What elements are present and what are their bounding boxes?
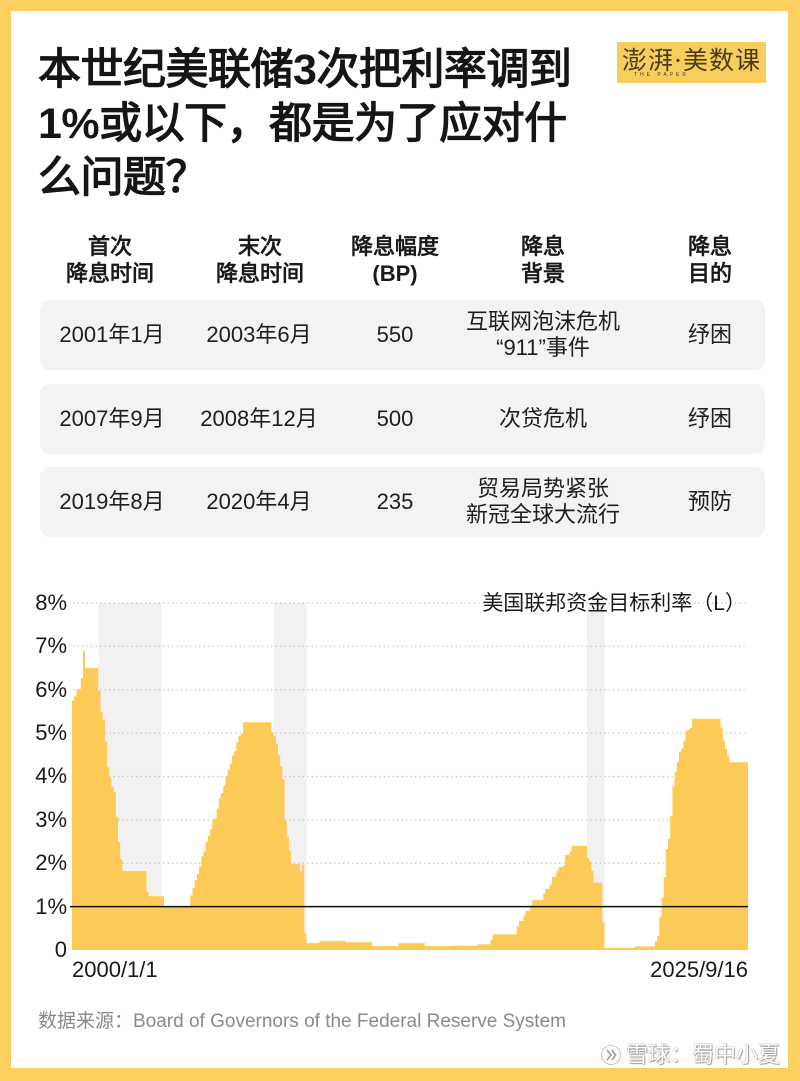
header-line: 降息时间 — [65, 261, 154, 286]
y-tick-label: 2% — [35, 850, 67, 875]
cell-first-cut: 2001年1月 — [59, 322, 165, 347]
xueqiu-logo-icon — [600, 1044, 622, 1066]
y-tick-label: 5% — [35, 720, 67, 745]
chart-plot-area — [70, 602, 748, 950]
fed-funds-rate-chart: 美国联邦资金目标利率（L） 0 1% 2% 3% 4% 5% 6% 7% 8% … — [0, 580, 800, 1000]
y-tick-label: 0 — [54, 937, 67, 962]
title-line: 么问题？ — [38, 154, 209, 202]
cell-background: 贸易局势紧张 新冠全球大流行 — [465, 476, 620, 527]
page-title: 本世纪美联储3次把利率调到 1%或以下，都是为了应对什 么问题？ — [38, 43, 618, 205]
cell-last-cut: 2008年12月 — [200, 406, 318, 431]
header-line: 降息时间 — [215, 261, 304, 286]
logo-subtext: THE PAPER — [634, 71, 689, 78]
x-tick-label-start: 2000/1/1 — [72, 957, 158, 982]
chart-legend: 美国联邦资金目标利率（L） — [482, 592, 746, 615]
title-line: 1%或以下，都是为了应对什 — [38, 100, 567, 148]
cell-last-cut: 2020年4月 — [206, 489, 312, 514]
y-tick-label: 1% — [35, 894, 67, 919]
column-header-purpose: 降息 目的 — [630, 233, 790, 287]
header-line: 末次 — [237, 234, 282, 259]
header-line: 背景 — [520, 261, 565, 286]
logo-text: 澎湃·美数课 — [622, 45, 761, 75]
header-line: 降息 — [520, 234, 565, 259]
header-line: 降息幅度 — [350, 234, 439, 259]
cell-purpose: 纾困 — [687, 322, 732, 347]
column-header-first-cut: 首次 降息时间 — [30, 233, 190, 287]
header-line: 降息 — [687, 234, 732, 259]
watermark: 雪球：蜀中小夏 — [600, 1040, 780, 1070]
table-row: 2007年9月 2008年12月 500 次贷危机 纾困 — [40, 384, 765, 454]
cell-bp: 550 — [376, 322, 414, 347]
publisher-logo: 澎湃·美数课 THE PAPER — [617, 42, 766, 83]
data-source-note: 数据来源：Board of Governors of the Federal R… — [38, 1011, 566, 1032]
column-header-bp: 降息幅度 (BP) — [315, 233, 475, 287]
rate-area-series — [72, 650, 748, 950]
header-line: (BP) — [372, 261, 418, 286]
cell-purpose: 预防 — [687, 489, 732, 514]
table-row: 2001年1月 2003年6月 550 互联网泡沫危机 “911”事件 纾困 — [40, 300, 765, 370]
y-tick-label: 6% — [35, 677, 67, 702]
y-tick-label: 8% — [35, 590, 67, 615]
cell-first-cut: 2007年9月 — [59, 406, 165, 431]
y-tick-label: 7% — [35, 633, 67, 658]
y-tick-label: 4% — [35, 763, 67, 788]
x-tick-label-end: 2025/9/16 — [650, 957, 748, 982]
cell-background: 次贷危机 — [498, 406, 587, 431]
cell-bp: 235 — [376, 489, 414, 514]
cell-last-cut: 2003年6月 — [206, 322, 312, 347]
column-header-last-cut: 末次 降息时间 — [180, 233, 340, 287]
title-line: 本世纪美联储3次把利率调到 — [38, 46, 572, 94]
header-line: 目的 — [687, 261, 732, 286]
y-tick-label: 3% — [35, 807, 67, 832]
watermark-text: 雪球：蜀中小夏 — [625, 1042, 780, 1067]
header-line: 首次 — [87, 234, 132, 259]
cell-bp: 500 — [376, 406, 414, 431]
table-row: 2019年8月 2020年4月 235 贸易局势紧张 新冠全球大流行 预防 — [40, 467, 765, 537]
cell-background: 互联网泡沫危机 “911”事件 — [465, 309, 620, 360]
cell-purpose: 纾困 — [687, 406, 732, 431]
column-header-background: 降息 背景 — [463, 233, 623, 287]
cell-first-cut: 2019年8月 — [59, 489, 165, 514]
